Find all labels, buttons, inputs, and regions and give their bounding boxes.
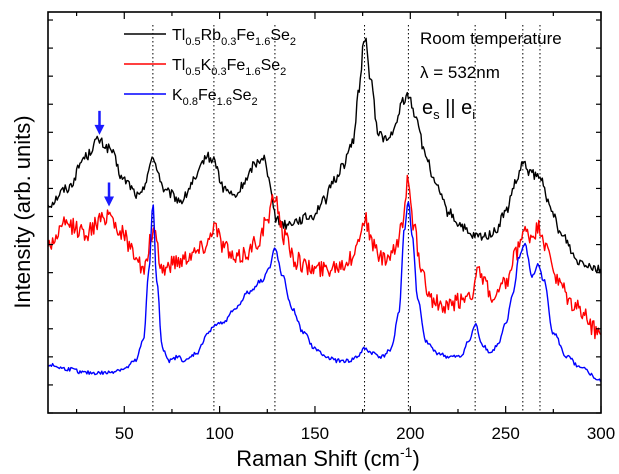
pol-e-s-sub: s: [433, 107, 440, 122]
x-tick-label: 200: [396, 424, 424, 443]
arrow-marker-1: [94, 110, 105, 135]
y-axis-title: Intensity (arb. units): [10, 115, 35, 308]
pol-e-i-sub: i: [472, 107, 475, 122]
pol-parallel: ||: [440, 97, 462, 119]
lambda-value: = 532nm: [429, 63, 500, 82]
legend-label-1: Tl0.5Rb0.3Fe1.6Se2: [172, 27, 296, 48]
x-axis-title-close: ): [412, 446, 419, 471]
x-axis-title-sup: -1: [400, 444, 413, 460]
series-line-2: [47, 174, 602, 340]
legend: Tl0.5Rb0.3Fe1.6Se2 Tl0.5K0.3Fe1.6Se2 K0.8F…: [124, 27, 296, 108]
series-lines: [47, 37, 602, 382]
lambda-symbol: λ: [420, 63, 429, 82]
x-tick-labels: 50 100 150 200 250 300: [115, 424, 615, 443]
legend-label-2: Tl0.5K0.3Fe1.6Se2: [172, 57, 286, 78]
series-line-1: [47, 37, 602, 274]
pol-e-i: e: [461, 97, 472, 119]
arrow-markers: [94, 110, 115, 207]
pol-e-s: e: [422, 97, 433, 119]
x-tick-label: 100: [205, 424, 233, 443]
arrow-marker-2: [104, 182, 115, 207]
annotation-wavelength: λ = 532nm: [420, 63, 500, 82]
x-tick-label: 300: [587, 424, 615, 443]
x-tick-label: 150: [301, 424, 329, 443]
x-tick-label: 250: [491, 424, 519, 443]
series-line-3: [47, 201, 602, 382]
legend-label-3: K0.8Fe1.6Se2: [172, 87, 258, 108]
x-axis-title-main: Raman Shift (cm: [236, 446, 400, 471]
annotation-room-temperature: Room temperature: [420, 29, 562, 48]
x-axis-title: Raman Shift (cm-1): [236, 444, 420, 471]
peak-markers: [152, 25, 541, 413]
x-tick-label: 50: [115, 424, 134, 443]
plot-frame: [47, 11, 602, 414]
annotation-polarization: es || ei: [422, 97, 475, 122]
axis-ticks: [48, 12, 602, 414]
